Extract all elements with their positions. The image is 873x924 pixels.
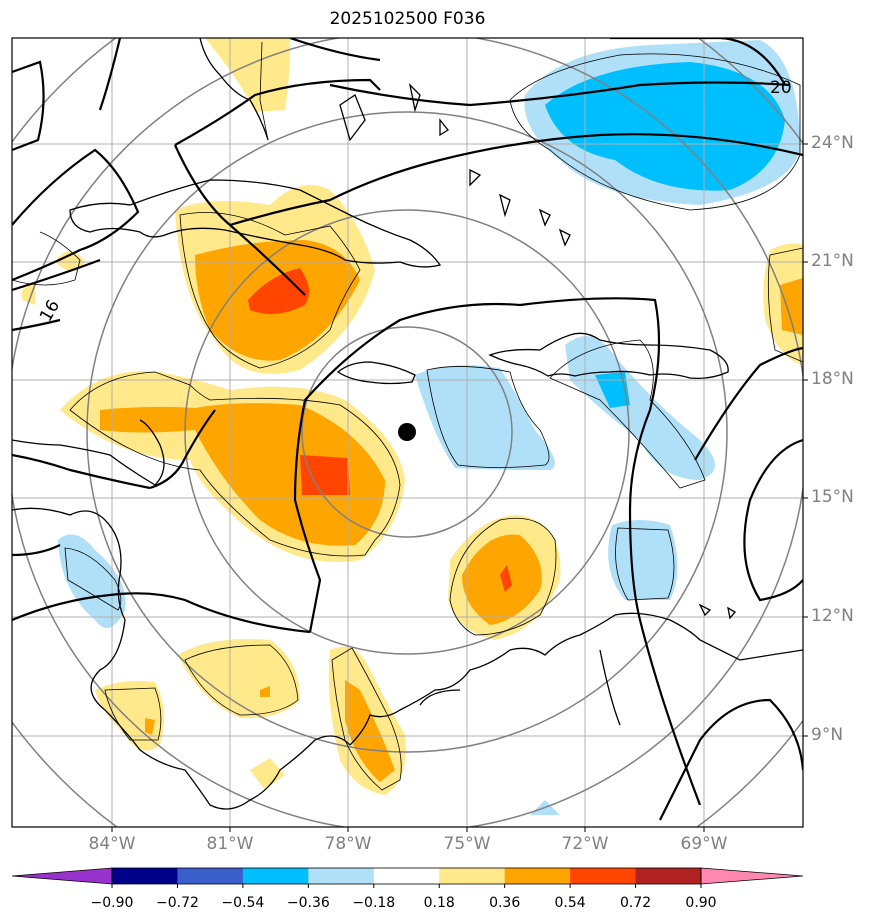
colorbar-tick-label: 0.72 — [619, 895, 652, 911]
lon-label-78w: 78°W — [324, 834, 372, 854]
lon-label-72w: 72°W — [561, 834, 609, 854]
florida-coast — [199, 38, 269, 141]
positive-shade-panama — [178, 639, 300, 719]
cuba-coast — [69, 179, 442, 268]
lon-label-81w: 81°W — [206, 834, 254, 854]
positive-shade-colombia-small — [250, 758, 285, 790]
colorbar-segment — [570, 868, 637, 884]
thick-contours — [12, 38, 803, 821]
colorbar-tick-label: 0.54 — [554, 895, 586, 911]
positive-shade-colombia-orange — [345, 680, 395, 782]
map-frame — [11, 37, 804, 828]
jamaica-coast — [336, 361, 416, 385]
colorbar-tick-label: −0.54 — [221, 895, 265, 911]
contour-label-20: 20 — [770, 78, 792, 98]
positive-shade-west-small — [22, 282, 35, 305]
colorbar-segment — [242, 868, 309, 884]
colorbar-segment — [439, 868, 506, 884]
lat-label-24n: 24°N — [811, 133, 854, 153]
coastlines — [12, 38, 803, 810]
lon-label-84w: 84°W — [88, 834, 136, 854]
lesser-antilles — [698, 603, 736, 620]
colorbar-segment — [308, 868, 375, 884]
hispaniola-coast — [488, 332, 729, 380]
colorbar — [11, 867, 804, 888]
negative-shade-hispaniola — [565, 336, 715, 480]
yucatan-coast — [12, 419, 165, 486]
positive-shade-panama-small — [260, 686, 270, 697]
lon-label-69w: 69°W — [680, 834, 728, 854]
colorbar-extend-high — [700, 867, 804, 885]
lat-label-9n: 9°N — [811, 725, 844, 745]
colorbar-extend-low — [11, 867, 113, 885]
positive-shade-south-central-core — [500, 565, 512, 592]
negative-shade-central — [415, 365, 555, 470]
lat-label-15n: 15°N — [811, 487, 854, 507]
lat-label-12n: 12°N — [811, 606, 854, 626]
colorbar-segment — [373, 868, 440, 884]
colombia-inland — [419, 649, 621, 726]
colorbar-tick-label: −0.36 — [286, 895, 330, 911]
centralamerica-coast — [12, 507, 351, 810]
storm-center-marker — [398, 423, 416, 441]
lat-label-18n: 18°N — [811, 369, 854, 389]
colorbar-segment — [112, 868, 178, 884]
colorbar-tick-label: −0.90 — [90, 895, 134, 911]
colorbar-segment — [635, 868, 702, 884]
positive-shade-cuba-core — [248, 268, 309, 314]
southamerica-coast — [349, 612, 803, 746]
lat-label-21n: 21°N — [811, 251, 854, 271]
colorbar-tick-label: 0.90 — [685, 895, 717, 911]
positive-shade-westblob — [55, 251, 85, 271]
graticule — [12, 38, 803, 827]
lon-label-75w: 75°W — [443, 834, 491, 854]
bahamas-islands — [339, 83, 571, 247]
positive-shade-central-orange — [100, 403, 385, 546]
negative-shade-hispaniola-core — [595, 372, 630, 408]
positive-shade-costarica-orange — [145, 718, 155, 735]
map-title: 2025102500 F036 — [329, 9, 486, 29]
colorbar-tick-label: −0.72 — [155, 895, 199, 911]
colorbar-tick-label: −0.18 — [352, 895, 396, 911]
tick-marks — [111, 143, 808, 832]
colorbar-segment — [504, 868, 571, 884]
positive-shade-east-orange — [780, 278, 803, 335]
colorbar-segment — [177, 868, 244, 884]
negative-shade-east — [608, 520, 678, 600]
positive-shade-central-core — [300, 455, 350, 495]
colorbar-tick-label: 0.18 — [423, 895, 455, 911]
thin-contours — [12, 41, 803, 791]
colorbar-tick-label: 0.36 — [489, 895, 521, 911]
colorbar-frame — [111, 867, 702, 885]
